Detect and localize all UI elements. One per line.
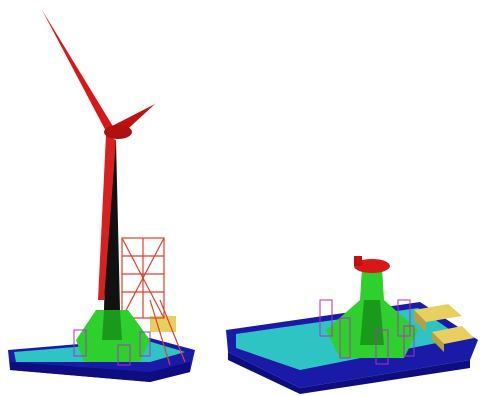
left-scaffold bbox=[121, 237, 186, 366]
left-turbine bbox=[42, 10, 155, 366]
strut bbox=[73, 329, 87, 357]
scaffold-leg bbox=[159, 299, 186, 363]
deck-box-side bbox=[432, 332, 444, 352]
deck-box bbox=[432, 326, 474, 344]
blade bbox=[42, 10, 114, 135]
base-shade bbox=[360, 300, 384, 345]
hull-side bbox=[228, 352, 470, 394]
hull-side bbox=[10, 362, 190, 382]
strut bbox=[403, 325, 415, 357]
blade bbox=[98, 135, 116, 300]
strut bbox=[339, 317, 351, 359]
scaffold-brace bbox=[121, 237, 165, 319]
right-base bbox=[319, 256, 418, 365]
nacelle bbox=[104, 125, 132, 139]
scaffold-leg bbox=[149, 299, 171, 366]
strut bbox=[319, 299, 333, 337]
base-shade bbox=[102, 310, 122, 340]
column bbox=[360, 268, 384, 300]
deck-box bbox=[414, 304, 462, 322]
lifting-lug bbox=[354, 256, 362, 266]
strut bbox=[139, 331, 151, 357]
strut bbox=[375, 329, 389, 365]
flange bbox=[354, 259, 390, 273]
deck-box-side bbox=[414, 310, 426, 332]
strut bbox=[117, 344, 131, 366]
